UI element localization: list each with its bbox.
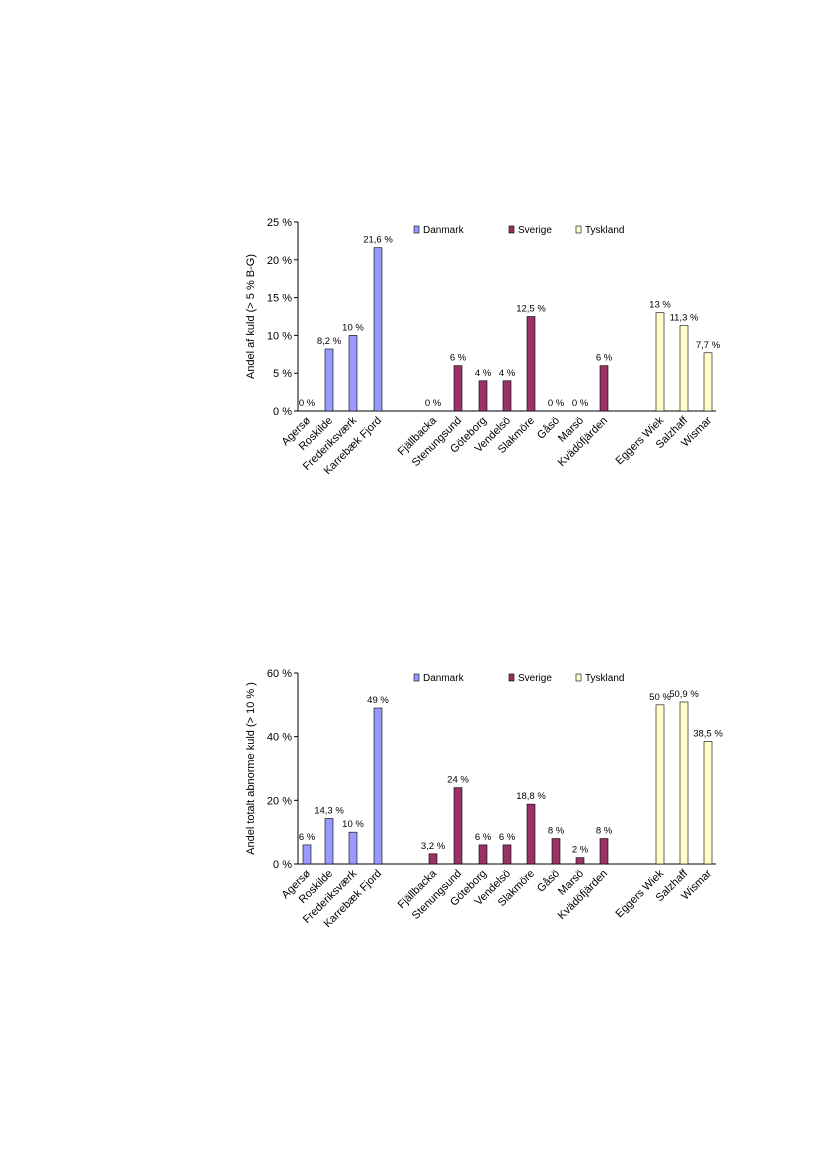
y-tick-label: 40 % (267, 732, 292, 744)
data-label: 0 % (425, 398, 442, 409)
data-label: 6 % (475, 832, 492, 843)
y-tick-label: 5 % (273, 368, 292, 380)
bar-göteborg (478, 844, 488, 865)
y-tick-label: 15 % (267, 293, 292, 305)
bar-kvädöfjärden (599, 365, 609, 412)
legend-label-tyskland: Tyskland (585, 225, 624, 236)
bar-salzhaff (679, 325, 689, 412)
legend-label-danmark: Danmark (423, 225, 465, 236)
data-label: 0 % (299, 398, 316, 409)
legend-swatch-sverige (508, 225, 515, 234)
data-label: 50 % (649, 692, 671, 703)
legend-label-sverige: Sverige (518, 225, 552, 236)
bar-karrebæk-fjord (373, 707, 383, 865)
data-label: 0 % (572, 398, 589, 409)
data-label: 10 % (342, 819, 364, 830)
legend-swatch-danmark (413, 225, 420, 234)
y-tick-label: 20 % (267, 255, 292, 267)
bar-salzhaff (679, 701, 689, 865)
legend-label-danmark: Danmark (423, 673, 465, 684)
data-label: 10 % (342, 322, 364, 333)
y-tick-label: 20 % (267, 795, 292, 807)
y-tick-label: 60 % (267, 668, 292, 680)
data-label: 18,8 % (516, 791, 546, 802)
data-label: 2 % (572, 845, 589, 856)
data-label: 0 % (548, 398, 565, 409)
y-tick-label: 25 % (267, 217, 292, 229)
data-label: 6 % (596, 353, 613, 364)
data-label: 7,7 % (696, 340, 721, 351)
bar-slakmöre (526, 803, 536, 865)
bar-frederiksværk (348, 335, 358, 412)
bar-marsö (575, 857, 585, 865)
data-label: 11,3 % (670, 313, 699, 324)
legend-label-tyskland: Tyskland (585, 673, 624, 684)
data-label: 12,5 % (516, 304, 546, 315)
data-label: 6 % (299, 832, 316, 843)
chart-kuld-5pct: Andel af kuld (> 5 % B-G) 0 % 5 % 10 % 15 % 2… (245, 217, 721, 477)
data-label: 4 % (499, 368, 516, 379)
bar-gåsö (551, 838, 561, 865)
data-label: 8,2 % (317, 336, 342, 347)
y-tick-label: 10 % (267, 330, 292, 342)
bar-vendelsö (502, 844, 512, 865)
bar-stenungsund (453, 365, 463, 412)
data-label: 8 % (596, 826, 613, 837)
bar-agersø (302, 844, 312, 865)
legend-swatch-danmark (413, 673, 420, 682)
data-label: 21,6 % (363, 235, 393, 246)
bar-fjällbacka (428, 853, 438, 865)
data-label: 13 % (649, 300, 671, 311)
y-tick-label: 0 % (273, 406, 292, 418)
y-tick-label: 0 % (273, 859, 292, 871)
bar-vendelsö (502, 380, 512, 412)
y-axis-label: Andel af kuld (> 5 % B-G) (245, 254, 257, 379)
legend-swatch-sverige (508, 673, 515, 682)
bar-stenungsund (453, 787, 463, 865)
bar-karrebæk-fjord (373, 247, 383, 412)
legend-swatch-tyskland (575, 673, 582, 682)
data-label: 6 % (450, 353, 467, 364)
bar-göteborg (478, 380, 488, 412)
data-label: 24 % (447, 775, 469, 786)
bar-wismar (703, 352, 713, 412)
data-label: 14,3 % (314, 805, 344, 816)
bar-wismar (703, 741, 713, 865)
y-axis-label: Andel totalt abnorme kuld (> 10 % ) (245, 682, 257, 855)
legend-label-sverige: Sverige (518, 673, 552, 684)
bar-eggers-wiek (655, 312, 665, 412)
data-label: 50,9 % (669, 689, 699, 700)
data-label: 49 % (367, 695, 389, 706)
bar-slakmöre (526, 316, 536, 412)
data-label: 3,2 % (421, 841, 446, 852)
bar-frederiksværk (348, 831, 358, 865)
chart-abnorme-kuld-10pct: Andel totalt abnorme kuld (> 10 % ) 0 % 20… (245, 668, 723, 930)
data-label: 8 % (548, 826, 565, 837)
bar-kvädöfjärden (599, 838, 609, 865)
data-label: 4 % (475, 368, 492, 379)
bar-roskilde (324, 818, 334, 865)
data-label: 6 % (499, 832, 516, 843)
data-label: 38,5 % (693, 728, 723, 739)
bar-roskilde (324, 348, 334, 412)
bar-eggers-wiek (655, 704, 665, 865)
legend-swatch-tyskland (575, 225, 582, 234)
